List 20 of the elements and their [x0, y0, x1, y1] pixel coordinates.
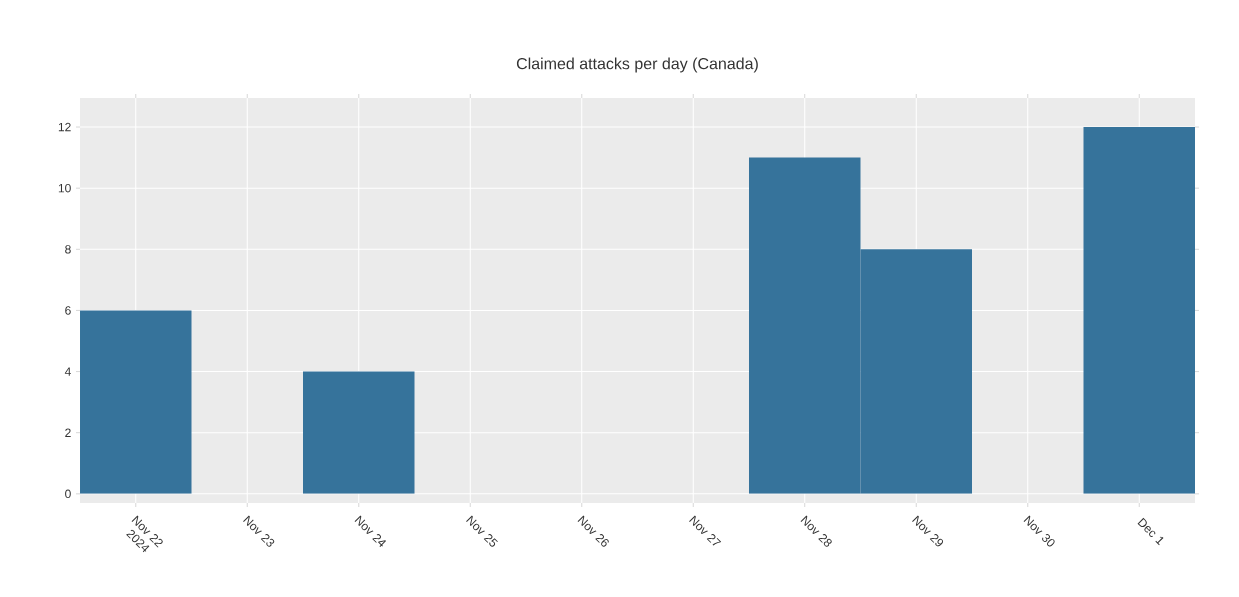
y-tick-label: 12	[58, 122, 71, 132]
x-tick-label: Nov 26	[577, 515, 609, 547]
x-tick-label: Nov 23	[243, 515, 275, 547]
chart-title: Claimed attacks per day (Canada)	[516, 57, 758, 73]
y-tick-label: 0	[65, 489, 71, 499]
bar	[80, 310, 192, 494]
x-tick-label: Nov 29	[912, 515, 944, 547]
y-tick-label: 10	[58, 183, 71, 193]
bar	[1083, 127, 1195, 494]
y-tick-label: 6	[65, 306, 71, 315]
y-tick-label: 8	[65, 245, 71, 254]
x-tick-label: Nov 25	[466, 515, 498, 547]
x-tick-label: Nov 30	[1023, 515, 1055, 547]
y-tick-label: 4	[64, 367, 71, 376]
x-tick-label: Dec 1	[1137, 517, 1164, 546]
x-tick-label: Nov 27	[689, 515, 722, 546]
y-tick-label: 2	[65, 428, 71, 437]
bar	[303, 371, 415, 494]
x-tick-label: Nov 28	[800, 515, 832, 547]
x-tick-label: Nov 24	[354, 515, 387, 547]
